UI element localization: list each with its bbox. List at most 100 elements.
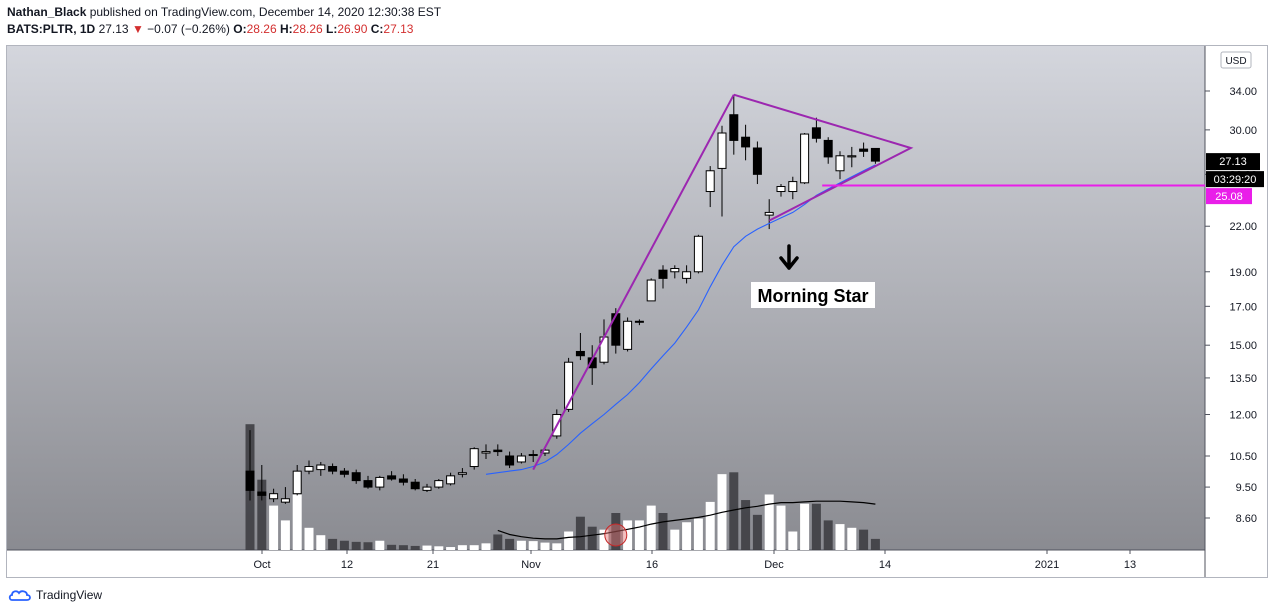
volume-ma-line: [497, 500, 876, 540]
x-tick-label: 2021: [1035, 559, 1059, 571]
volume-bar: [434, 546, 444, 550]
level-price-tag: [1206, 188, 1252, 205]
down-arrow-icon: ▼: [131, 22, 144, 36]
volume-bar: [847, 527, 857, 550]
volume-bar: [469, 545, 479, 550]
candle-down: [729, 114, 739, 141]
morning-star-annotation: Morning Star: [751, 244, 875, 308]
volume-marker-icon: [604, 523, 628, 547]
last-price-tag-label: 27.13: [1219, 156, 1247, 168]
volume-bar: [457, 545, 467, 550]
volume-bar: [257, 479, 267, 550]
low-value: 26.90: [337, 22, 368, 36]
symbol-label: BATS:PLTR, 1D: [7, 22, 96, 36]
tradingview-logo[interactable]: TradingView: [8, 588, 102, 602]
volume-bar: [540, 542, 550, 550]
y-tick-label: 22.00: [1229, 221, 1257, 233]
candle-down: [811, 127, 821, 139]
candle-up: [434, 480, 444, 488]
volume-bar: [505, 538, 515, 550]
volume-bar: [292, 494, 302, 550]
candle-down: [741, 136, 751, 148]
currency-button[interactable]: USD: [1220, 51, 1252, 69]
volume-bar: [646, 505, 656, 550]
volume-bar: [670, 529, 680, 550]
chart-frame[interactable]: 8.60 9.50 10.50 12.00 13.50 15.00 17.00 19.00 22…: [6, 45, 1268, 578]
candle-down: [658, 269, 668, 279]
volume-bar: [398, 545, 408, 550]
candlestick-chart[interactable]: 8.60 9.50 10.50 12.00 13.50 15.00 17.00 19.00 22…: [7, 46, 1267, 577]
level-price-tag-label: 25.08: [1215, 191, 1243, 203]
x-tick-label: 21: [427, 559, 439, 571]
candle-down: [752, 147, 762, 175]
candles: [245, 95, 880, 504]
y-tick-label: 8.60: [1236, 513, 1257, 525]
x-tick-label: 13: [1124, 559, 1136, 571]
flagpole-line: [532, 94, 735, 471]
y-tick-label: 34.00: [1229, 86, 1257, 98]
publish-info: Nathan_Black published on TradingView.co…: [7, 5, 441, 19]
candle-down: [410, 481, 420, 490]
candle-down: [823, 139, 833, 158]
candle-up: [847, 155, 857, 158]
volume-bar: [741, 500, 751, 550]
candle-up: [835, 155, 845, 172]
candle-down: [339, 470, 349, 475]
currency-button-box[interactable]: [1220, 51, 1252, 69]
candle-up: [623, 320, 633, 350]
last-price-tag: [1206, 153, 1260, 171]
candle-up: [682, 271, 692, 279]
candle-down: [398, 478, 408, 483]
candle-down: [859, 148, 869, 152]
author-name[interactable]: Nathan_Black: [7, 5, 87, 19]
candle-up: [316, 464, 326, 471]
volume-bar: [410, 545, 420, 550]
candle-down: [328, 466, 338, 472]
candle-up: [670, 268, 680, 273]
volume-bar: [658, 513, 668, 550]
candle-down: [245, 470, 255, 491]
volume-bar: [752, 514, 762, 550]
y-tick-label: 15.00: [1229, 340, 1257, 352]
candle-up: [304, 466, 314, 472]
candle-up: [422, 486, 432, 491]
currency-button-label[interactable]: USD: [1225, 56, 1246, 67]
high-label: H:: [279, 22, 293, 36]
candle-down: [870, 147, 880, 162]
y-tick-label: 12.00: [1229, 410, 1257, 422]
y-tick-label: 30.00: [1229, 125, 1257, 137]
candle-up: [564, 361, 574, 410]
open-value: 28.26: [246, 22, 277, 36]
candle-up: [646, 279, 656, 302]
candle-up: [705, 170, 715, 193]
volume-bar: [363, 542, 373, 550]
candle-up: [788, 181, 798, 193]
volume-bar: [339, 540, 349, 550]
volume-bar: [776, 505, 786, 550]
candle-up: [764, 211, 774, 216]
y-tick-label: 10.50: [1229, 451, 1257, 463]
volume-bar: [375, 540, 385, 550]
candle-up: [481, 451, 491, 454]
volume-bar: [422, 545, 432, 550]
tradingview-cloud-icon: [8, 590, 31, 601]
volume-bar: [304, 527, 314, 550]
annotation-box: [751, 282, 875, 308]
volume-bar: [481, 543, 491, 550]
volume-bar: [859, 529, 869, 550]
volume-bar: [764, 494, 774, 550]
candle-up: [457, 472, 467, 475]
volume-bar: [575, 516, 585, 550]
candle-up: [776, 186, 786, 193]
volume-bar: [705, 501, 715, 550]
up-arrow-icon: [779, 244, 799, 270]
annotation-label: Morning Star: [758, 286, 869, 306]
volume-bar: [328, 538, 338, 550]
volume-bar: [493, 534, 503, 550]
x-tick-label: 14: [879, 559, 891, 571]
volume-bar: [351, 541, 361, 550]
volume-bar: [693, 518, 703, 550]
candle-up: [269, 493, 279, 500]
volume-bar: [634, 520, 644, 550]
volume-bar: [516, 540, 526, 550]
